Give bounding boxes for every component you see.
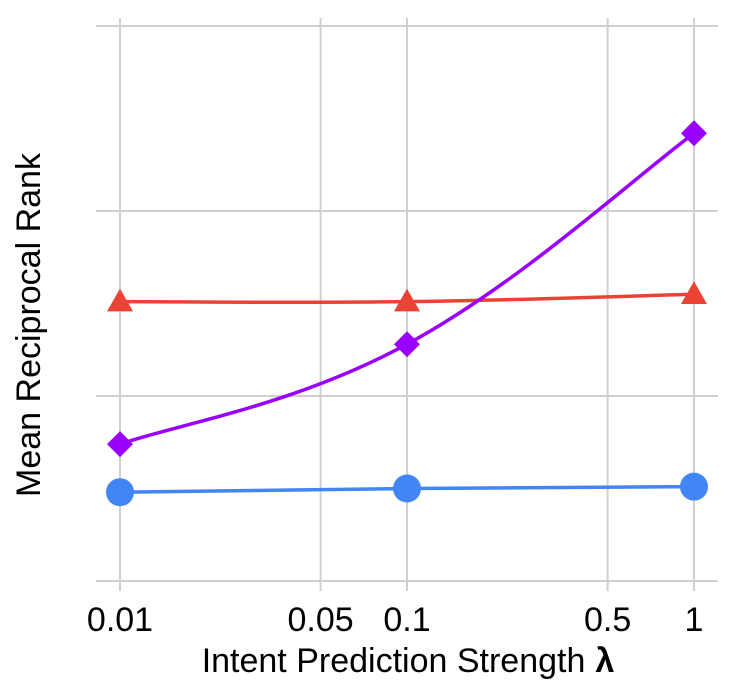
triangle-marker [681, 281, 707, 304]
circle-marker [393, 474, 421, 503]
x-tick-label: 0.05 [288, 601, 354, 639]
circle-marker [680, 472, 708, 501]
x-axis-label: Intent Prediction Strength λ [202, 642, 615, 680]
x-tick-label: 1 [685, 601, 704, 639]
diamond-marker [681, 120, 707, 147]
x-tick-labels: 0.01 0.05 0.1 0.5 1 [87, 601, 704, 639]
series-markers [106, 120, 708, 507]
circle-marker [106, 478, 134, 507]
x-tick-label: 0.1 [383, 601, 430, 639]
x-tick-label: 0.01 [87, 601, 153, 639]
x-axis-label-text: Intent Prediction Strength [202, 642, 586, 680]
triangle-marker [394, 288, 420, 312]
x-axis-lambda-symbol: λ [595, 642, 614, 680]
y-axis-label: Mean Reciprocal Rank [10, 152, 48, 497]
diamond-marker [394, 331, 420, 358]
x-tick-label: 0.5 [584, 601, 631, 639]
diamond-marker [107, 431, 133, 458]
triangle-marker [107, 288, 133, 312]
